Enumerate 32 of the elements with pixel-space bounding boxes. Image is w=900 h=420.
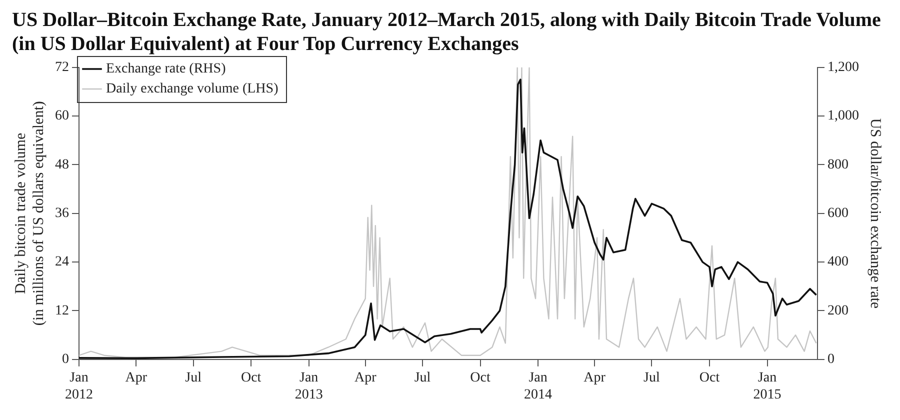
y-tick-label: 24 bbox=[55, 254, 69, 270]
x-tick-label: Jan 2013 bbox=[294, 370, 323, 402]
x-tick-label: Jul bbox=[644, 370, 660, 386]
y2-axis-title: US dollar/bitcoin exchange rate bbox=[867, 118, 884, 309]
x-tick-label: Jan 2015 bbox=[753, 370, 782, 402]
y2-tick-label: 600 bbox=[828, 206, 848, 222]
x-tick-label: Oct bbox=[240, 370, 262, 386]
y-tick-label: 0 bbox=[62, 352, 69, 368]
x-tick-label: Apr bbox=[354, 370, 377, 386]
x-tick-label: Oct bbox=[699, 370, 720, 386]
chart-title: US Dollar–Bitcoin Exchange Rate, January 2012–March 2015, along with Daily Bitcoin Trade Volume (in US Dollar Equivalent) at Four Top Currency Exchanges bbox=[11, 8, 882, 56]
y2-tick-label: 400 bbox=[828, 254, 848, 270]
legend-label: Exchange rate (RHS) bbox=[106, 62, 226, 77]
legend-label: Daily exchange volume (LHS) bbox=[106, 82, 279, 97]
x-tick-label: Apr bbox=[584, 370, 606, 386]
y-tick-label: 12 bbox=[55, 303, 69, 318]
y2-tick-label: 0 bbox=[828, 352, 834, 368]
y2-tick-label: 1,200 bbox=[828, 60, 859, 76]
y-tick-label: 36 bbox=[55, 206, 69, 222]
y-tick-label: 72 bbox=[55, 60, 69, 76]
y-tick-label: 60 bbox=[55, 108, 69, 124]
x-tick-label: Apr bbox=[125, 370, 148, 386]
y-tick-label: 48 bbox=[55, 157, 69, 172]
y2-tick-label: 200 bbox=[828, 303, 848, 318]
x-tick-label: Jul bbox=[414, 370, 431, 386]
x-tick-label: Jan 2014 bbox=[524, 370, 552, 402]
y2-tick-label: 800 bbox=[828, 157, 848, 172]
y2-tick-label: 1,000 bbox=[828, 108, 859, 124]
x-tick-label: Jan 2012 bbox=[65, 370, 93, 402]
x-tick-label: Jul bbox=[185, 370, 202, 386]
x-tick-label: Oct bbox=[470, 370, 490, 386]
y-axis-title: Daily bitcoin trade volume (in millions of US dollars equivalent) bbox=[12, 101, 47, 326]
